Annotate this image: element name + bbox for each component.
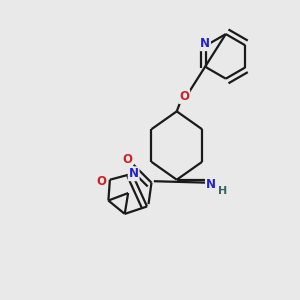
Text: O: O [179,90,189,103]
Text: O: O [122,153,132,166]
Text: O: O [96,175,106,188]
Text: N: N [129,167,139,180]
Text: N: N [200,37,210,50]
Text: N: N [206,178,216,191]
Text: H: H [218,186,227,196]
